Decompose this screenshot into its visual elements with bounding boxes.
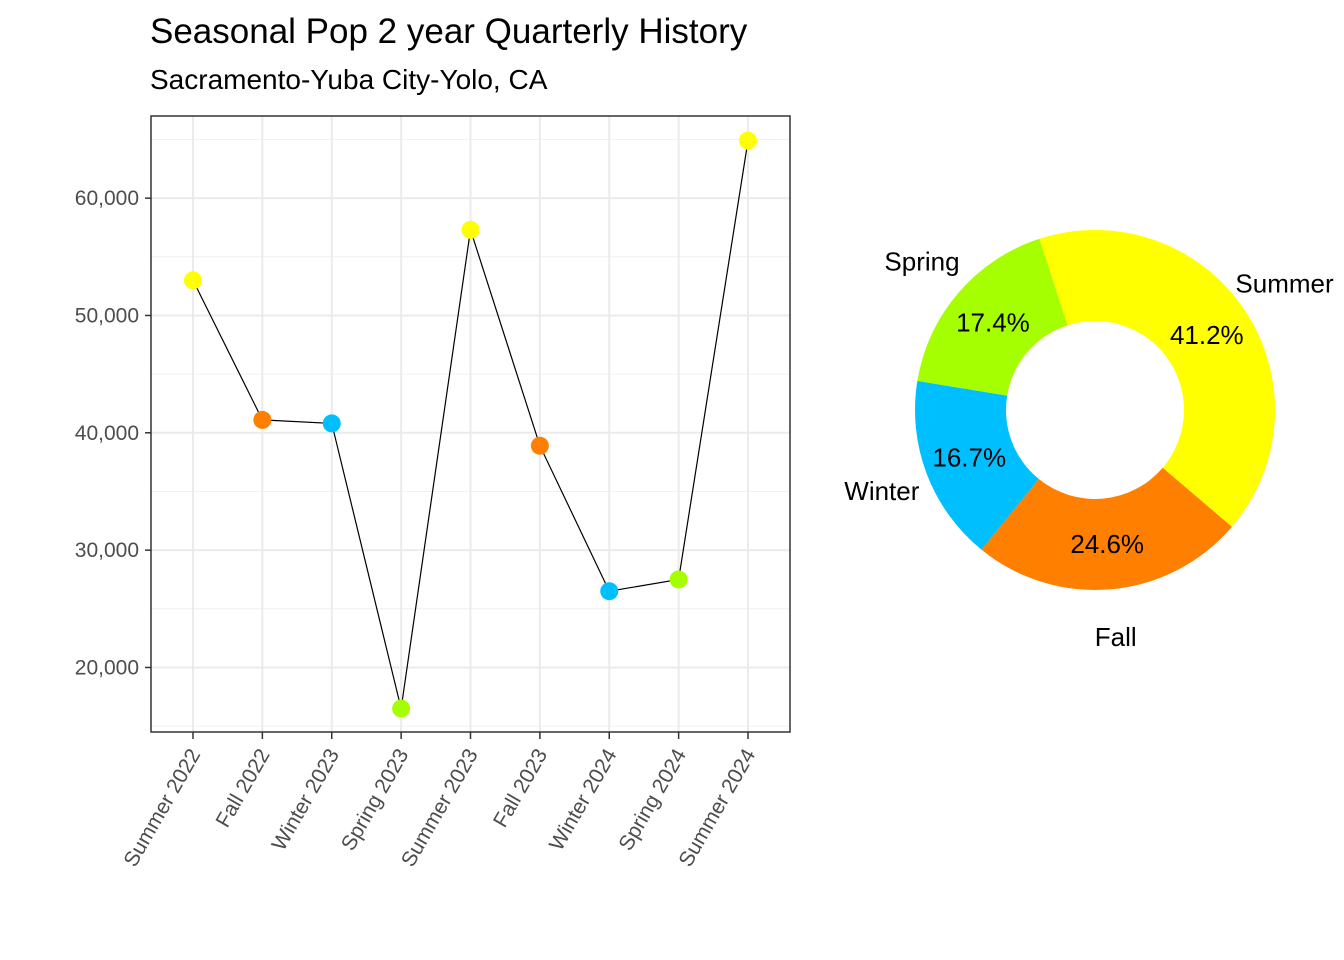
slice-percent-label: 17.4%: [956, 307, 1030, 337]
plot-border: [150, 115, 791, 733]
slice-category-label: Summer: [1235, 268, 1334, 298]
slice-percent-label: 41.2%: [1170, 320, 1244, 350]
data-point: [600, 582, 619, 601]
donut-slice: [917, 238, 1068, 396]
slice-percent-label: 16.7%: [932, 443, 1006, 473]
y-tick-label: 30,000: [75, 539, 139, 562]
y-tick-label: 50,000: [75, 304, 139, 327]
data-point: [739, 131, 757, 150]
y-tick-label: 60,000: [75, 187, 139, 210]
data-point: [253, 410, 272, 429]
chart-subtitle: Sacramento-Yuba City-Yolo, CA: [150, 64, 548, 95]
data-point: [461, 220, 480, 239]
data-point: [392, 699, 411, 718]
data-point: [669, 570, 688, 589]
slice-category-label: Winter: [844, 476, 919, 506]
data-point: [322, 414, 341, 433]
chart-title: Seasonal Pop 2 year Quarterly History: [150, 12, 748, 51]
data-point: [530, 436, 549, 455]
y-tick-label: 40,000: [75, 422, 139, 445]
slice-category-label: Fall: [1095, 622, 1137, 652]
donut-slice: [915, 380, 1039, 550]
slice-percent-label: 24.6%: [1070, 529, 1144, 559]
donut-slice: [1039, 229, 1275, 527]
slice-category-label: Spring: [884, 246, 959, 276]
y-tick-label: 20,000: [75, 656, 139, 679]
donut-slice: [981, 467, 1232, 590]
data-point: [184, 271, 202, 290]
